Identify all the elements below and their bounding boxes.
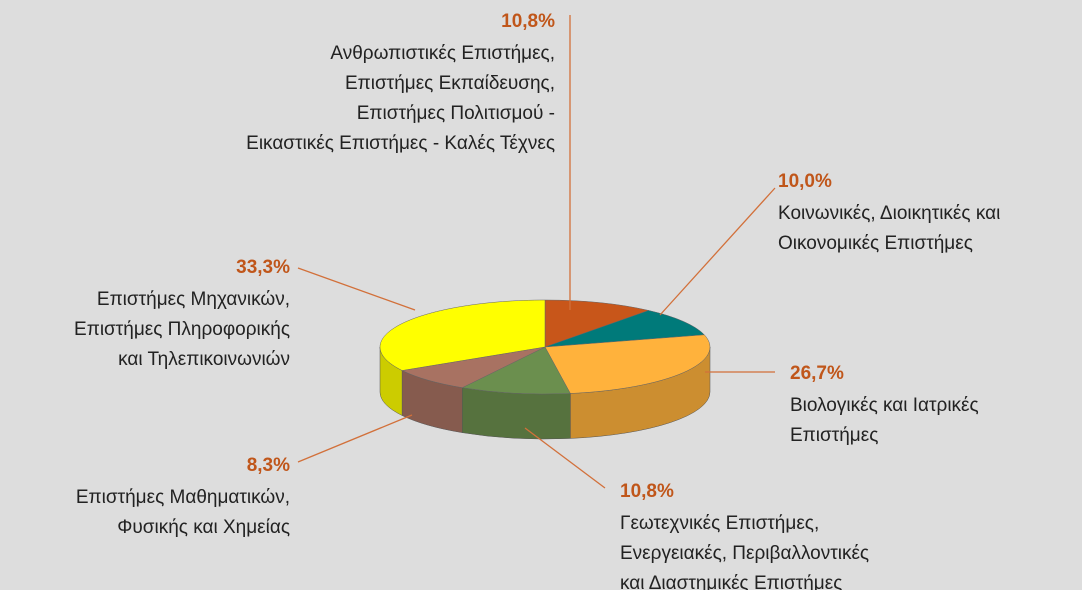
leader-line bbox=[659, 187, 776, 316]
slice bbox=[461, 346, 571, 395]
leader-line bbox=[524, 427, 606, 489]
category-label: Ενεργειακές, Περιβαλλοντικές bbox=[620, 543, 869, 564]
value-label: 33,3% bbox=[236, 257, 290, 278]
value-label: 8,3% bbox=[247, 455, 290, 476]
category-label: Οικονομικές Επιστήμες bbox=[778, 233, 973, 254]
slice bbox=[379, 299, 546, 371]
slice-side bbox=[462, 387, 571, 440]
category-label: Φυσικής και Χημείας bbox=[117, 517, 290, 538]
slice bbox=[544, 334, 711, 394]
category-label: Επιστήμες Πολιτισμού - bbox=[357, 103, 555, 124]
category-label: Εικαστικές Επιστήμες - Καλές Τέχνες bbox=[246, 133, 555, 154]
value-label: 26,7% bbox=[790, 363, 844, 384]
category-label: Ανθρωπιστικές Επιστήμες, bbox=[330, 43, 555, 64]
category-label: Γεωτεχνικές Επιστήμες, bbox=[620, 513, 819, 534]
value-label: 10,8% bbox=[501, 11, 555, 32]
value-label: 10,0% bbox=[778, 171, 832, 192]
category-label: Επιστήμες Εκπαίδευσης, bbox=[345, 73, 555, 94]
category-label: Επιστήμες bbox=[790, 425, 878, 446]
slice bbox=[401, 346, 546, 388]
category-label: Κοινωνικές, Διοικητικές και bbox=[778, 203, 1000, 224]
value-label: 10,8% bbox=[620, 481, 674, 502]
category-label: και Διαστημικές Επιστήμες bbox=[620, 573, 842, 590]
slice bbox=[544, 310, 705, 348]
leader-line bbox=[297, 267, 416, 311]
category-label: Βιολογικές και Ιατρικές bbox=[790, 395, 979, 416]
leader-line bbox=[297, 414, 413, 463]
slice bbox=[544, 299, 650, 348]
category-label: και Τηλεπικοινωνιών bbox=[118, 349, 290, 370]
category-label: Επιστήμες Μηχανικών, bbox=[97, 289, 290, 310]
category-label: Επιστήμες Μαθηματικών, bbox=[76, 487, 290, 508]
category-label: Επιστήμες Πληροφορικής bbox=[74, 319, 290, 340]
